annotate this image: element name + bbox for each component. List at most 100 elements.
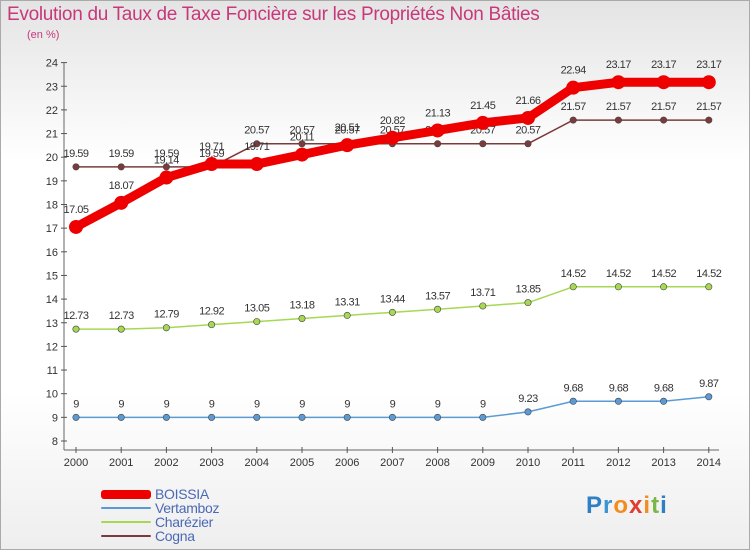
data-point-boissia: [340, 138, 355, 153]
data-point-cogna: [705, 116, 713, 124]
data-label-char-zier: 14.52: [606, 268, 631, 280]
y-tick-label: 15: [46, 270, 58, 282]
legend-swatch: [101, 489, 151, 499]
data-point-boissia: [521, 110, 535, 125]
data-label-cogna: 20.57: [244, 125, 269, 137]
data-point-cogna: [72, 163, 80, 171]
data-label-char-zier: 14.52: [561, 268, 586, 280]
data-label-boissia: 19.71: [199, 141, 224, 153]
data-point-char-zier: [162, 324, 170, 332]
data-point-cogna: [614, 116, 622, 124]
data-point-boissia: [114, 195, 129, 210]
legend-item-char-zier: Charézier: [101, 515, 219, 529]
y-tick-label: 19: [46, 176, 58, 188]
y-tick-label: 9: [52, 412, 58, 424]
data-point-boissia: [656, 75, 671, 90]
data-point-vertamboz: [117, 413, 125, 421]
data-point-boissia: [611, 75, 626, 90]
y-tick-label: 8: [52, 436, 58, 448]
x-tick-label: 2007: [380, 457, 404, 469]
y-tick-label: 24: [46, 58, 58, 70]
data-label-boissia: 21.13: [425, 107, 450, 119]
data-point-char-zier: [253, 318, 261, 326]
data-label-cogna: 19.59: [199, 148, 224, 160]
data-label-char-zier: 12.73: [63, 310, 88, 322]
y-tick-label: 14: [46, 294, 58, 306]
legend-label: Vertamboz: [155, 500, 220, 516]
data-point-cogna: [660, 116, 668, 124]
data-point-vertamboz: [524, 408, 532, 416]
data-label-char-zier: 13.31: [335, 296, 360, 308]
x-tick-label: 2011: [561, 457, 585, 469]
data-point-char-zier: [660, 283, 668, 291]
unit-label: (en %): [27, 29, 60, 41]
data-label-vertamboz: 9: [299, 398, 305, 410]
data-point-cogna: [569, 116, 577, 124]
data-label-char-zier: 13.85: [515, 284, 540, 296]
x-tick-label: 2003: [199, 457, 223, 469]
y-tick-label: 16: [46, 247, 58, 259]
data-point-vertamboz: [343, 413, 351, 421]
data-point-char-zier: [343, 311, 351, 319]
data-label-boissia: 20.82: [380, 115, 405, 127]
data-label-boissia: 23.17: [696, 59, 721, 71]
data-point-vertamboz: [253, 413, 261, 421]
data-label-cogna: 21.57: [651, 101, 676, 113]
data-point-char-zier: [434, 305, 442, 313]
x-tick-label: 2010: [516, 457, 540, 469]
x-tick-label: 2001: [109, 457, 133, 469]
data-point-vertamboz: [388, 413, 396, 421]
data-point-char-zier: [298, 314, 306, 322]
data-point-cogna: [298, 140, 306, 148]
data-point-vertamboz: [162, 413, 170, 421]
x-tick-label: 2008: [425, 457, 449, 469]
data-label-cogna: 21.57: [696, 101, 721, 113]
y-tick-label: 20: [46, 152, 58, 164]
x-tick-label: 2002: [154, 457, 178, 469]
data-label-cogna: 21.57: [561, 101, 586, 113]
legend: BOISSIA Vertamboz Charézier Cogna: [101, 487, 220, 543]
data-point-boissia: [701, 75, 716, 90]
y-tick-label: 18: [46, 200, 58, 212]
legend-swatch: [101, 521, 151, 523]
data-point-char-zier: [479, 302, 487, 310]
data-point-vertamboz: [298, 413, 306, 421]
data-label-cogna: 21.57: [606, 101, 631, 113]
data-point-boissia: [69, 219, 83, 234]
data-point-char-zier: [524, 299, 532, 307]
data-label-char-zier: 12.92: [199, 306, 224, 318]
data-point-cogna: [162, 163, 170, 171]
x-tick-label: 2004: [245, 457, 269, 469]
legend-swatch: [101, 535, 151, 537]
data-point-vertamboz: [614, 397, 622, 405]
data-label-cogna: 20.57: [289, 125, 314, 137]
data-point-char-zier: [117, 325, 125, 333]
data-point-cogna: [524, 140, 532, 148]
data-label-boissia: 21.45: [470, 100, 495, 112]
data-point-boissia: [249, 157, 264, 172]
data-point-char-zier: [569, 283, 577, 291]
x-tick-label: 2014: [697, 457, 721, 469]
data-label-cogna: 19.59: [63, 148, 88, 160]
data-label-boissia: 23.17: [606, 59, 631, 71]
data-point-vertamboz: [479, 413, 487, 421]
data-label-vertamboz: 9: [73, 398, 79, 410]
data-point-boissia: [430, 123, 445, 138]
data-label-boissia: 22.94: [561, 65, 586, 77]
data-label-char-zier: 13.05: [244, 303, 269, 315]
y-tick-label: 22: [46, 105, 58, 117]
y-tick-label: 11: [47, 365, 58, 377]
data-point-boissia: [475, 115, 490, 130]
data-point-cogna: [117, 163, 125, 171]
y-tick-label: 13: [46, 318, 58, 330]
data-label-vertamboz: 9.87: [699, 378, 719, 390]
data-label-vertamboz: 9: [435, 398, 441, 410]
data-label-char-zier: 13.18: [289, 299, 314, 311]
data-label-vertamboz: 9.23: [518, 393, 538, 405]
data-point-boissia: [204, 157, 219, 172]
data-label-char-zier: 13.57: [425, 290, 450, 302]
data-point-char-zier: [208, 321, 216, 329]
data-point-vertamboz: [660, 397, 668, 405]
data-point-boissia: [385, 130, 400, 145]
